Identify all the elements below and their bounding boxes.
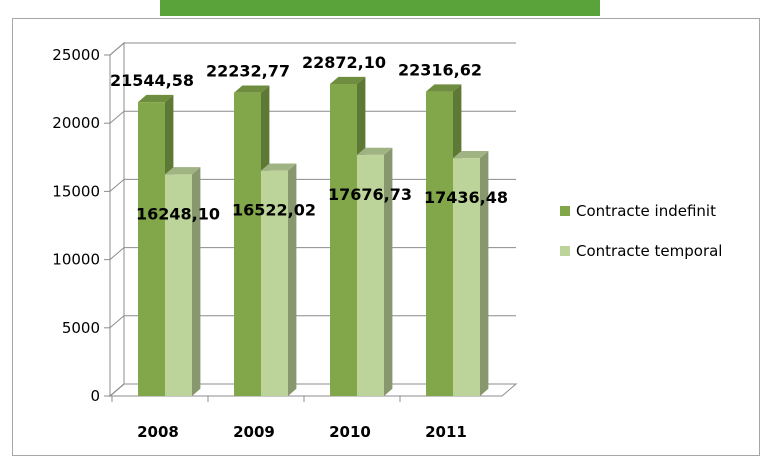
gridline-diagonal (109, 383, 125, 397)
gridline-diagonal (109, 110, 125, 124)
bar (261, 170, 288, 396)
gridline-diagonal (109, 315, 125, 329)
gridline-diagonal (109, 247, 125, 260)
legend: Contracte indefinit Contracte temporal (560, 202, 722, 260)
bar (234, 92, 261, 396)
bar (330, 84, 357, 396)
legend-swatch (560, 206, 570, 216)
bar (357, 154, 384, 396)
data-label: 17676,73 (328, 185, 412, 204)
bar (138, 102, 165, 396)
x-tick-label: 2011 (425, 423, 467, 441)
data-label: 16248,10 (136, 204, 220, 223)
bar (165, 174, 192, 396)
data-label: 22872,10 (302, 53, 386, 72)
x-axis: 2008 2009 2010 2011 (111, 396, 467, 441)
bar (453, 158, 480, 396)
legend-label: Contracte indefinit (576, 202, 716, 220)
title-strip (160, 0, 600, 16)
side-wall (109, 41, 125, 398)
bar-top (453, 150, 489, 159)
y-tick-label: 15000 (52, 182, 100, 200)
x-tick-label: 2009 (233, 423, 275, 441)
bar-top (261, 163, 297, 171)
bar-side (480, 150, 489, 396)
legend-label: Contracte temporal (576, 242, 722, 260)
bars (138, 76, 489, 396)
y-tick-label: 25000 (52, 46, 100, 64)
bar-top (234, 85, 270, 93)
data-label: 22316,62 (398, 61, 482, 80)
bar-side (288, 163, 297, 396)
y-tick-label: 20000 (52, 114, 100, 132)
bar-side (192, 167, 201, 396)
bar-top (426, 84, 462, 92)
data-label: 21544,58 (110, 71, 194, 90)
bar-top (330, 76, 366, 85)
data-label: 17436,48 (424, 188, 508, 207)
x-tick-label: 2010 (329, 423, 371, 441)
bar-top (357, 147, 393, 155)
legend-swatch (560, 246, 570, 256)
bar (426, 91, 453, 396)
bar-side (384, 147, 393, 396)
data-label: 22232,77 (206, 62, 290, 81)
y-axis: 0 5000 10000 15000 20000 25000 (52, 46, 111, 405)
gridline-diagonal (109, 179, 125, 192)
data-label: 16522,02 (232, 201, 316, 220)
data-labels: 21544,58 22232,77 22872,10 22316,62 16248,10… (110, 53, 508, 223)
gridline-diagonal (109, 42, 125, 56)
y-tick-label: 5000 (62, 319, 100, 337)
bar-top (138, 94, 174, 103)
y-tick-label: 0 (90, 387, 100, 405)
x-tick-label: 2008 (137, 423, 179, 441)
y-tick-label: 10000 (52, 251, 100, 269)
bar-top (165, 167, 201, 175)
